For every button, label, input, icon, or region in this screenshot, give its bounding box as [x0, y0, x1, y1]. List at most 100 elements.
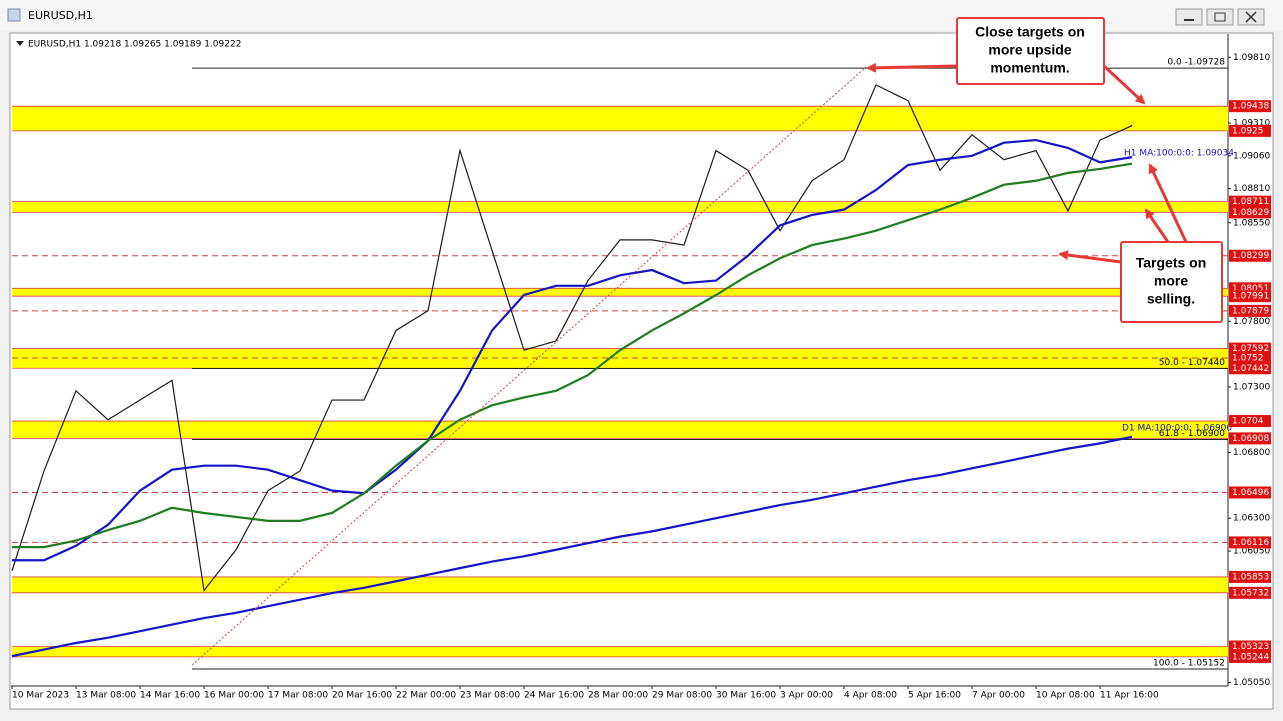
price-label: 1.05244 [1232, 652, 1269, 662]
fib-label: 0.0 -1.09728 [1167, 58, 1225, 68]
x-tick-label: 7 Apr 00:00 [972, 691, 1025, 701]
x-tick-label: 10 Mar 2023 [12, 691, 69, 701]
price-label-bg [1229, 415, 1271, 428]
fib-label: 61.8 - 1.06900 [1159, 429, 1225, 439]
zone [12, 288, 1228, 297]
price-label: 1.08711 [1232, 197, 1269, 207]
x-tick-label: 29 Mar 08:00 [652, 691, 712, 701]
price-label: 1.05323 [1232, 642, 1269, 652]
annotation-box [956, 17, 1105, 85]
maximize-icon [1214, 12, 1226, 22]
arrows [866, 62, 1188, 264]
price-label: 1.0752 [1232, 354, 1264, 364]
x-tick-label: 4 Apr 08:00 [844, 691, 897, 701]
arrow [1148, 163, 1188, 243]
price-label: 1.05853 [1232, 572, 1269, 582]
annotation-text: Close targets on [975, 24, 1085, 40]
price-label-bg [1229, 536, 1271, 549]
price-label: 1.06496 [1232, 488, 1269, 498]
price-label: 1.0925 [1232, 126, 1264, 136]
annotation-text: Targets on [1136, 255, 1207, 271]
price-label: 1.0704 [1232, 417, 1264, 427]
zone [12, 576, 1228, 593]
annotation-upside: Close targets on more upside momentum. [956, 17, 1105, 85]
price-label-bg [1229, 432, 1271, 445]
price-label-bg [1229, 100, 1271, 113]
arrow [866, 62, 958, 73]
x-tick-label: 11 Apr 16:00 [1100, 691, 1159, 701]
price-label-bg [1229, 570, 1271, 583]
zone [12, 106, 1228, 131]
x-tick-label: 20 Mar 16:00 [332, 691, 392, 701]
annotation-text: more [1154, 273, 1188, 289]
price-label-bg [1229, 650, 1271, 663]
series-line [12, 162, 1133, 549]
x-tick-label: 30 Mar 16:00 [716, 691, 776, 701]
price-label-bg [1229, 304, 1271, 317]
annotation-text: selling. [1147, 291, 1195, 307]
series-line [11, 84, 1133, 592]
price-label-bg [1229, 640, 1271, 653]
price-label: 1.07592 [1232, 344, 1269, 354]
plot: 0.0 -1.09728 50.0 - 1.07440 61.8 - 1.06900… [11, 58, 1228, 670]
price-label-bg [1229, 195, 1271, 208]
price-label-bg [1229, 586, 1271, 599]
y-tick-label: 1.06800 [1233, 448, 1270, 458]
arrow [1102, 64, 1146, 105]
price-label-bg [1229, 362, 1271, 375]
x-tick-label: 28 Mar 00:00 [588, 691, 648, 701]
x-tick-label: 24 Mar 16:00 [524, 691, 584, 701]
window-title: EURUSD,H1 [28, 9, 93, 22]
annotation-box [1120, 241, 1223, 323]
y-tick-label: 1.09060 [1233, 151, 1270, 161]
x-tick-label: 3 Apr 00:00 [780, 691, 833, 701]
x-tick-label: 17 Mar 08:00 [268, 691, 328, 701]
arrow [1058, 250, 1122, 264]
price-label-bg [1229, 486, 1271, 499]
x-tick-label: 10 Apr 08:00 [1036, 691, 1095, 701]
x-tick-label: 13 Mar 08:00 [76, 691, 136, 701]
y-tick-label: 1.07800 [1233, 317, 1270, 327]
price-label: 1.08051 [1232, 284, 1269, 294]
fib-label: 50.0 - 1.07440 [1159, 358, 1225, 368]
y-tick-label: 1.06050 [1233, 547, 1270, 557]
arrow [1144, 208, 1170, 243]
x-tick-label: 5 Apr 16:00 [908, 691, 961, 701]
zone [12, 348, 1228, 369]
price-label: 1.07991 [1232, 292, 1269, 302]
zone [12, 646, 1228, 657]
x-tick-label: 23 Mar 08:00 [460, 691, 520, 701]
price-label: 1.08299 [1232, 251, 1269, 261]
y-tick-label: 1.05050 [1233, 678, 1270, 688]
price-label: 1.09438 [1232, 102, 1269, 112]
price-label-bg [1229, 342, 1271, 355]
y-tick-label: 1.08810 [1233, 184, 1270, 194]
d1-ma-label: D1 MA:100:0:0: 1.06900 [1122, 424, 1232, 434]
y-tick-label: 1.09810 [1233, 53, 1270, 63]
zone [12, 421, 1228, 439]
close-icon [1245, 11, 1257, 23]
price-label: 1.06908 [1232, 434, 1269, 444]
x-tick-label: 16 Mar 00:00 [204, 691, 264, 701]
y-tick-label: 1.06300 [1233, 514, 1270, 524]
y-tick-label: 1.07300 [1233, 382, 1270, 392]
maximize-button[interactable] [1206, 8, 1234, 26]
x-tick-label: 14 Mar 16:00 [140, 691, 200, 701]
price-label-bg [1229, 206, 1271, 219]
price-label: 1.08629 [1232, 208, 1269, 218]
fib-label: 100.0 - 1.05152 [1153, 658, 1225, 668]
price-label-bg [1229, 290, 1271, 303]
price-label: 1.06116 [1232, 538, 1269, 548]
x-tick-label: 22 Mar 00:00 [396, 691, 456, 701]
h1-ma-label: H1 MA:100:0:0: 1.09034 [1124, 149, 1234, 159]
chart-area [9, 32, 1274, 710]
price-label: 1.07879 [1232, 306, 1269, 316]
price-label-bg [1229, 124, 1271, 137]
series-line [12, 138, 1133, 562]
price-label-bg [1229, 249, 1271, 262]
minimize-button[interactable] [1175, 8, 1203, 26]
series-line [11, 435, 1133, 658]
zone [12, 201, 1228, 213]
